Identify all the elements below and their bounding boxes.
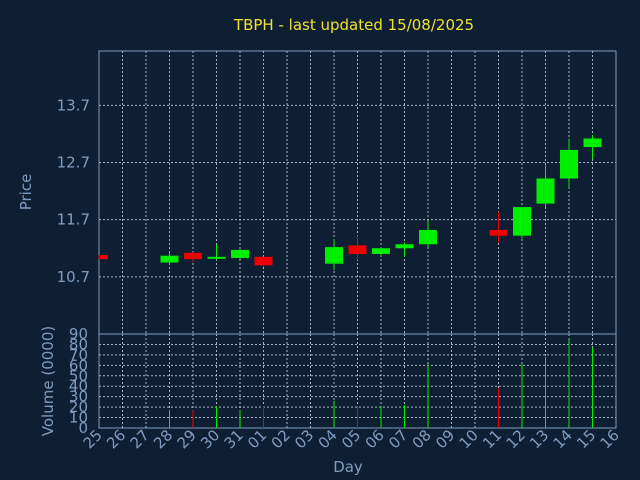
x-axis-label: Day: [333, 458, 363, 476]
x-axis-ticks: 2526272829303101020304050607080910111213…: [80, 426, 623, 452]
volume-axis-label: Volume (0000): [39, 326, 57, 436]
volume-tick-label: 30: [69, 388, 88, 406]
candle-body: [419, 229, 437, 245]
price-tick-label: 11.7: [57, 211, 90, 229]
candle-body: [184, 252, 202, 260]
price-tick-label: 10.7: [57, 268, 90, 286]
candle-body: [254, 256, 273, 266]
candles: [98, 135, 602, 270]
volume-tick-label: 40: [69, 377, 88, 395]
volume-tick-label: 90: [69, 325, 88, 343]
price-tick-label: 13.7: [57, 96, 90, 114]
volume-tick-label: 60: [69, 356, 88, 374]
volume-tick-label: 10: [69, 409, 88, 427]
candle-body: [395, 244, 414, 249]
price-axis-label: Price: [17, 174, 35, 211]
volume-tick-label: 80: [69, 335, 88, 353]
volume-bars: [169, 339, 593, 428]
chart-title: TBPH - last updated 15/08/2025: [233, 16, 474, 34]
candle-body: [536, 178, 555, 204]
candle-body: [560, 149, 578, 179]
candle-body: [513, 207, 531, 236]
candle-body: [372, 248, 390, 254]
candle-body: [160, 255, 179, 263]
volume-tick-label: 70: [69, 346, 88, 364]
volume-tick-label: 50: [69, 367, 88, 385]
price-axis-ticks: 10.7 11.7 12.7 13.7: [57, 96, 90, 286]
candle-body: [583, 138, 602, 148]
candle-body: [207, 256, 226, 259]
volume-tick-label: 0: [78, 419, 88, 437]
candle-body: [325, 247, 343, 264]
candle-body: [231, 249, 249, 258]
candle-body: [489, 229, 508, 236]
price-tick-label: 12.7: [57, 153, 90, 171]
candle-body: [99, 255, 108, 260]
candle-body: [348, 245, 367, 254]
volume-tick-label: 20: [69, 398, 88, 416]
